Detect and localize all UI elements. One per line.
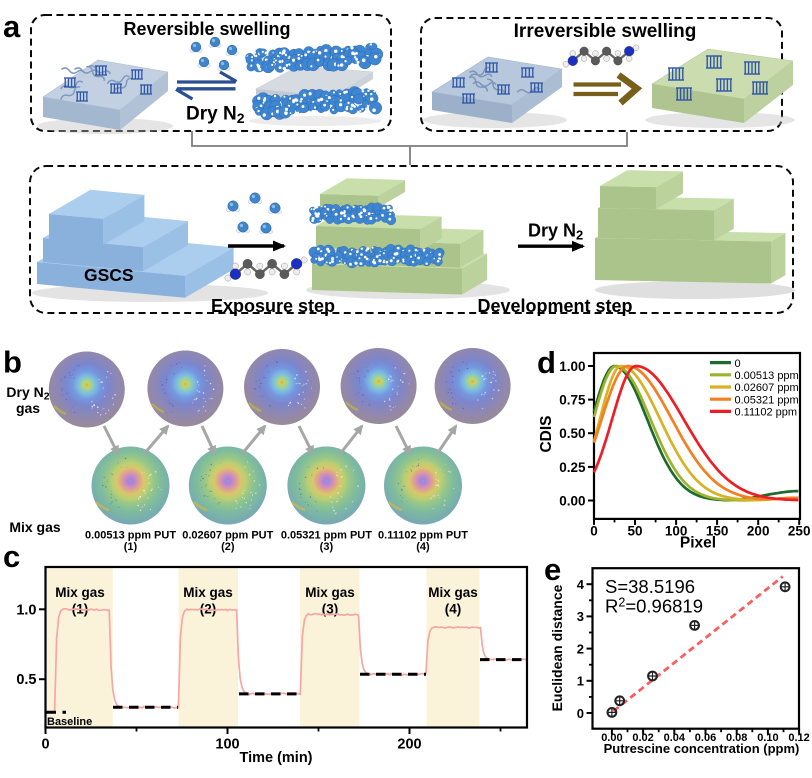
svg-text:Euclidean distance: Euclidean distance bbox=[549, 584, 565, 711]
svg-text:0.05321 ppm: 0.05321 ppm bbox=[735, 394, 799, 406]
svg-text:0.02: 0.02 bbox=[632, 732, 653, 744]
svg-text:Dry N2: Dry N2 bbox=[528, 221, 583, 243]
svg-text:200: 200 bbox=[397, 737, 421, 753]
svg-text:0.11102 ppm PUT: 0.11102 ppm PUT bbox=[378, 530, 468, 542]
svg-text:e: e bbox=[544, 552, 561, 587]
svg-text:(1): (1) bbox=[124, 541, 138, 553]
svg-text:S=38.5196: S=38.5196 bbox=[605, 576, 695, 597]
svg-text:R2=0.96819: R2=0.96819 bbox=[605, 596, 703, 617]
svg-text:Dry N2: Dry N2 bbox=[186, 104, 245, 127]
svg-text:(2): (2) bbox=[221, 541, 235, 553]
svg-text:d: d bbox=[537, 345, 556, 380]
svg-text:Baseline: Baseline bbox=[47, 716, 92, 728]
svg-text:100: 100 bbox=[215, 737, 239, 753]
svg-text:CDIS: CDIS bbox=[538, 415, 555, 452]
svg-text:b: b bbox=[3, 345, 22, 380]
svg-text:Exposure step: Exposure step bbox=[211, 296, 335, 316]
svg-text:0: 0 bbox=[590, 523, 598, 538]
svg-text:GSCS: GSCS bbox=[84, 265, 134, 285]
svg-text:1.00: 1.00 bbox=[559, 359, 585, 374]
svg-text:0.00513 ppm PUT: 0.00513 ppm PUT bbox=[85, 530, 176, 542]
svg-text:0.75: 0.75 bbox=[559, 393, 586, 408]
svg-text:c: c bbox=[3, 539, 20, 574]
svg-text:0.04: 0.04 bbox=[664, 732, 686, 744]
svg-text:Putrescine concentration (ppm): Putrescine concentration (ppm) bbox=[604, 741, 800, 756]
svg-text:0: 0 bbox=[735, 358, 741, 370]
svg-text:0.11102 ppm: 0.11102 ppm bbox=[735, 407, 798, 419]
svg-text:Time (min): Time (min) bbox=[239, 750, 312, 766]
svg-text:Mix gas: Mix gas bbox=[428, 585, 478, 600]
svg-text:50: 50 bbox=[627, 523, 642, 538]
svg-text:(4): (4) bbox=[416, 541, 430, 553]
svg-text:0.10: 0.10 bbox=[757, 732, 778, 744]
svg-text:0.05321 ppm PUT: 0.05321 ppm PUT bbox=[281, 530, 372, 542]
svg-text:1: 1 bbox=[577, 674, 584, 689]
svg-text:0.08: 0.08 bbox=[726, 732, 747, 744]
svg-text:0: 0 bbox=[41, 737, 49, 753]
svg-text:gas: gas bbox=[16, 400, 40, 416]
svg-text:200: 200 bbox=[747, 523, 770, 538]
svg-text:0.02607 ppm: 0.02607 ppm bbox=[735, 382, 799, 394]
svg-text:150: 150 bbox=[706, 523, 729, 538]
svg-text:0.06: 0.06 bbox=[695, 732, 716, 744]
svg-text:2: 2 bbox=[577, 641, 584, 656]
svg-text:Mix gas: Mix gas bbox=[183, 585, 233, 600]
svg-text:0.25: 0.25 bbox=[559, 460, 586, 475]
svg-text:Irreversible swelling: Irreversible swelling bbox=[514, 21, 697, 42]
svg-text:0.50: 0.50 bbox=[559, 426, 585, 441]
svg-text:0.00: 0.00 bbox=[559, 494, 585, 509]
svg-text:4: 4 bbox=[577, 577, 585, 592]
svg-text:(3): (3) bbox=[322, 602, 339, 617]
svg-text:0: 0 bbox=[577, 706, 584, 721]
svg-text:a: a bbox=[3, 9, 21, 44]
svg-text:3: 3 bbox=[577, 609, 584, 624]
svg-text:0.00: 0.00 bbox=[601, 732, 622, 744]
svg-text:1.0: 1.0 bbox=[16, 602, 36, 618]
svg-text:Development step: Development step bbox=[477, 296, 632, 316]
svg-text:Mix gas: Mix gas bbox=[55, 585, 105, 600]
svg-text:0.12: 0.12 bbox=[788, 732, 809, 744]
svg-text:250: 250 bbox=[788, 523, 811, 538]
svg-text:100: 100 bbox=[665, 523, 688, 538]
svg-text:Mix gas: Mix gas bbox=[9, 519, 61, 535]
svg-text:(4): (4) bbox=[445, 602, 462, 617]
svg-text:0.00513 ppm: 0.00513 ppm bbox=[735, 370, 799, 382]
svg-text:(3): (3) bbox=[320, 541, 334, 553]
svg-text:Reversible swelling: Reversible swelling bbox=[123, 19, 290, 39]
svg-text:Mix gas: Mix gas bbox=[305, 585, 355, 600]
svg-text:0.02607 ppm PUT: 0.02607 ppm PUT bbox=[182, 530, 273, 542]
svg-text:Dry N2: Dry N2 bbox=[6, 384, 49, 403]
svg-text:0.5: 0.5 bbox=[16, 672, 36, 688]
svg-text:Pixel: Pixel bbox=[680, 535, 716, 552]
